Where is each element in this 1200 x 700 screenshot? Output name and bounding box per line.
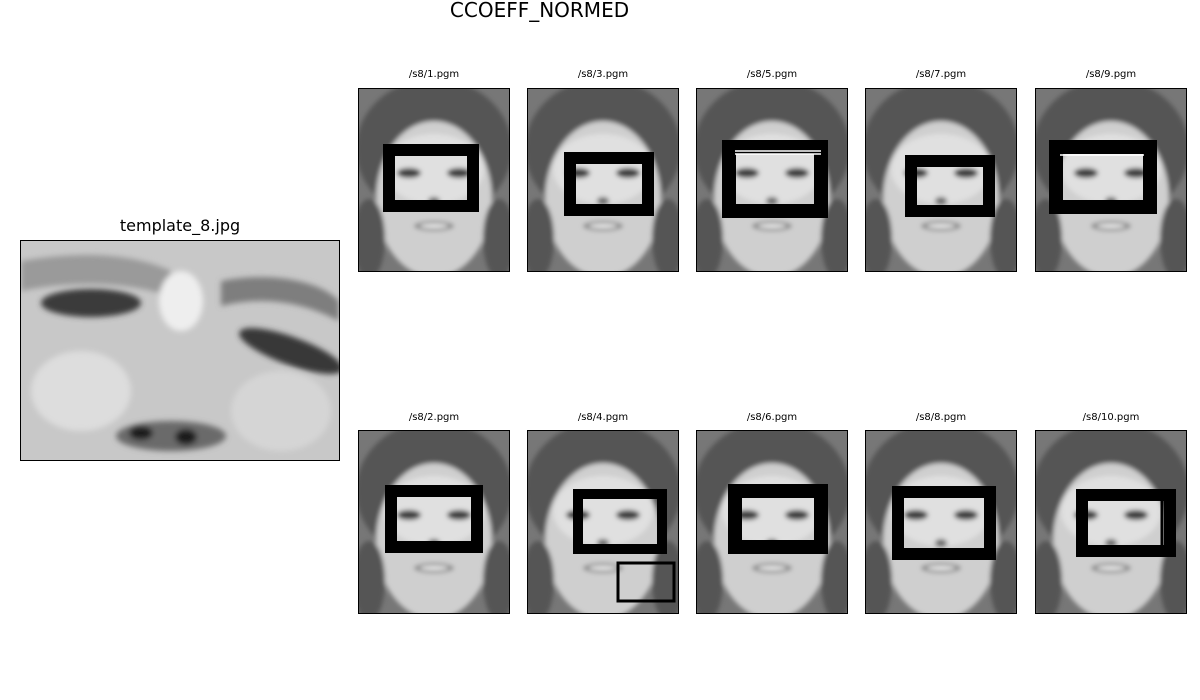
template-title: template_8.jpg [119,216,241,235]
match-image [1035,88,1187,272]
match-image [527,430,679,614]
panel-title: /s8/7.pgm [915,69,967,80]
match-image [696,430,848,614]
template-image [20,240,340,461]
panel-title: /s8/10.pgm [1082,412,1140,423]
match-image [358,430,510,614]
panel-title: /s8/9.pgm [1085,69,1137,80]
match-image [865,430,1017,614]
match-image [1035,430,1187,614]
panel-title: /s8/4.pgm [577,412,629,423]
panel-title: /s8/2.pgm [408,412,460,423]
figure-title: CCOEFF_NORMED [449,0,630,22]
match-image [696,88,848,272]
panel-title: /s8/1.pgm [408,69,460,80]
panel-title: /s8/8.pgm [915,412,967,423]
panel-title: /s8/5.pgm [746,69,798,80]
match-image [527,88,679,272]
match-image [865,88,1017,272]
panel-title: /s8/3.pgm [577,69,629,80]
panel-title: /s8/6.pgm [746,412,798,423]
match-image [358,88,510,272]
